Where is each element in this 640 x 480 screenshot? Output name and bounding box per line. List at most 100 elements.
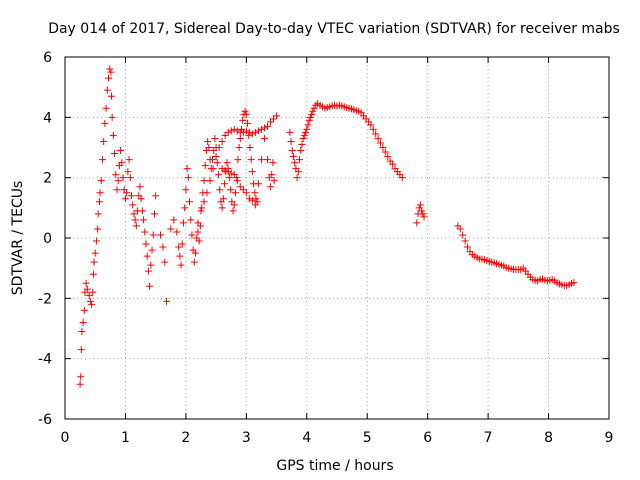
- data-point: [251, 128, 259, 136]
- y-tick-label: 6: [43, 50, 52, 66]
- data-point: [286, 128, 294, 136]
- data-point: [201, 162, 209, 170]
- data-point: [126, 174, 134, 182]
- data-point: [131, 216, 139, 224]
- data-point: [200, 177, 208, 185]
- data-point: [213, 159, 221, 167]
- data-point: [230, 125, 238, 133]
- data-point: [176, 252, 184, 260]
- x-tick-label: 9: [605, 430, 614, 446]
- data-point: [88, 300, 96, 308]
- data-point: [239, 128, 247, 136]
- data-point: [260, 124, 268, 132]
- data-point: [464, 243, 472, 251]
- data-point: [247, 156, 255, 164]
- data-point: [182, 186, 190, 194]
- data-point: [179, 219, 187, 227]
- data-point: [150, 210, 158, 218]
- data-point: [224, 168, 232, 176]
- data-point: [183, 165, 191, 173]
- data-point: [109, 131, 117, 139]
- data-point: [170, 216, 178, 224]
- data-point: [461, 237, 469, 245]
- data-point: [294, 168, 302, 176]
- data-point: [136, 183, 144, 191]
- data-point: [305, 116, 313, 124]
- data-point: [140, 216, 148, 224]
- data-point: [296, 156, 304, 164]
- x-tick-label: 5: [363, 430, 372, 446]
- data-point: [177, 261, 185, 269]
- plot-frame: [64, 56, 610, 420]
- data-point: [389, 160, 397, 168]
- data-point: [147, 261, 155, 269]
- x-tick-label: 1: [121, 430, 130, 446]
- data-point: [89, 270, 97, 278]
- data-point: [102, 104, 110, 112]
- data-point: [144, 267, 152, 275]
- y-tick-label: -2: [38, 291, 52, 307]
- data-point: [227, 169, 235, 177]
- x-tick-label: 2: [181, 430, 190, 446]
- data-point: [107, 68, 115, 76]
- data-point: [112, 171, 120, 179]
- data-point: [200, 198, 208, 206]
- data-point: [106, 65, 114, 73]
- y-tick-label: 4: [43, 110, 52, 126]
- data-point: [253, 198, 261, 206]
- data-point: [372, 130, 380, 138]
- data-point: [257, 156, 265, 164]
- data-point: [190, 258, 198, 266]
- x-tick-label: 7: [484, 430, 493, 446]
- data-point: [309, 107, 317, 115]
- data-point: [225, 174, 233, 182]
- data-point: [221, 131, 229, 139]
- x-tick-label: 8: [544, 430, 553, 446]
- data-point: [227, 186, 235, 194]
- data-point: [270, 177, 278, 185]
- data-point: [254, 180, 262, 188]
- data-point: [138, 207, 146, 215]
- data-point: [114, 177, 122, 185]
- data-point: [124, 168, 132, 176]
- data-point: [142, 240, 150, 248]
- data-point: [268, 171, 276, 179]
- data-point: [212, 153, 220, 161]
- data-point: [82, 279, 90, 287]
- data-point: [229, 207, 237, 215]
- data-point: [310, 104, 318, 112]
- data-point: [308, 110, 316, 118]
- data-point: [456, 225, 464, 233]
- data-point: [235, 144, 243, 151]
- data-point: [194, 228, 202, 236]
- axis-ticks: [64, 56, 610, 420]
- data-point: [248, 130, 256, 138]
- y-axis-label: SDTVAR / TECUs: [10, 181, 26, 296]
- data-point: [273, 112, 281, 120]
- data-point: [91, 249, 99, 257]
- data-point: [257, 125, 265, 133]
- data-point: [248, 168, 256, 176]
- data-point: [94, 210, 102, 218]
- data-point: [287, 137, 295, 145]
- data-point: [83, 285, 91, 293]
- data-point: [195, 237, 203, 245]
- x-tick-label: 4: [302, 430, 311, 446]
- data-point: [263, 156, 271, 164]
- data-point: [90, 258, 98, 266]
- data-point: [184, 174, 192, 182]
- data-point: [105, 74, 113, 82]
- data-point: [231, 189, 239, 197]
- data-point: [303, 125, 311, 133]
- data-point: [248, 196, 256, 204]
- data-point: [223, 159, 231, 167]
- data-point: [398, 174, 406, 182]
- data-point: [141, 228, 149, 236]
- data-point: [118, 159, 126, 167]
- data-point: [306, 113, 314, 121]
- data-point: [101, 119, 109, 127]
- data-point: [245, 195, 253, 203]
- data-point: [233, 127, 241, 135]
- data-point: [211, 134, 219, 142]
- data-point: [130, 210, 138, 218]
